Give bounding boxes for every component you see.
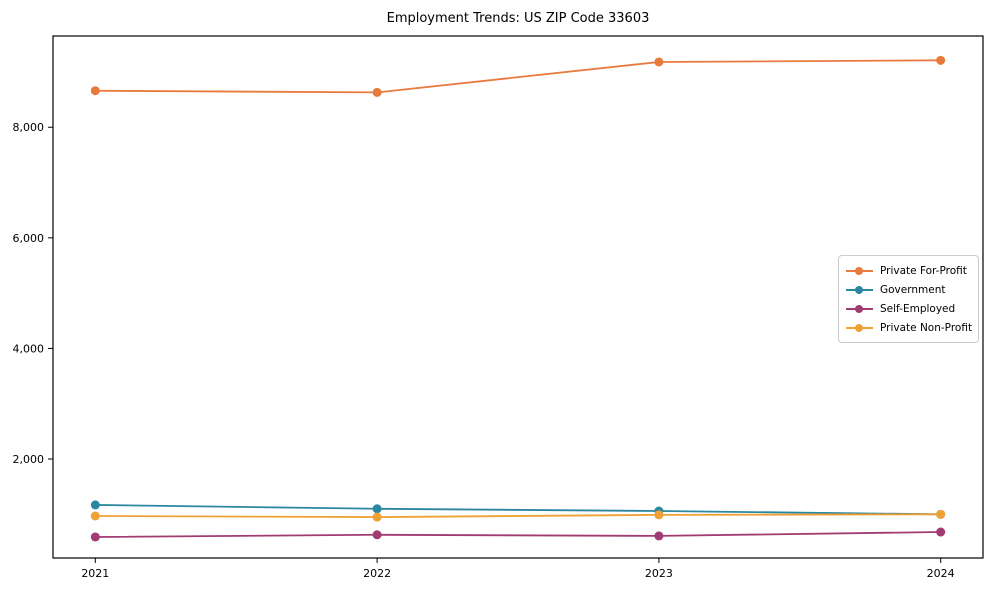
data-point-marker (372, 87, 382, 97)
x-tick-label: 2021 (81, 567, 109, 580)
legend-label: Private Non-Profit (880, 321, 973, 334)
data-point-marker (372, 512, 382, 522)
y-tick-label: 6,000 (13, 232, 45, 245)
data-point-marker (936, 55, 946, 65)
series-line (95, 504, 941, 516)
data-point-marker (90, 500, 100, 510)
legend-marker-icon (846, 323, 873, 333)
data-point-marker (654, 510, 664, 520)
data-point-marker (90, 511, 100, 521)
y-tick-label: 4,000 (13, 342, 45, 355)
data-point-marker (654, 57, 664, 67)
legend: Private For-Profit Government Self-Employe… (838, 255, 979, 343)
y-tick-label: 8,000 (13, 121, 45, 134)
x-tick-label: 2023 (645, 567, 673, 580)
y-tick-label: 2,000 (13, 453, 45, 466)
series-line (95, 59, 941, 94)
x-tick-label: 2022 (363, 567, 391, 580)
series-line (95, 513, 941, 518)
data-point-marker (372, 504, 382, 514)
chart-title: Employment Trends: US ZIP Code 33603 (386, 11, 650, 26)
legend-item: Private Non-Profit (846, 318, 973, 337)
data-point-marker (936, 509, 946, 519)
series-line (95, 531, 941, 538)
x-tick-label: 2024 (927, 567, 955, 580)
legend-item: Government (846, 280, 970, 299)
legend-label: Government (880, 283, 946, 296)
axes-box (52, 35, 984, 559)
data-point-marker (90, 532, 100, 542)
legend-item: Self-Employed (846, 299, 970, 318)
legend-label: Private For-Profit (880, 264, 967, 277)
legend-label: Self-Employed (880, 302, 956, 315)
legend-item: Private For-Profit (846, 261, 970, 280)
legend-marker-icon (846, 285, 873, 295)
data-point-marker (936, 527, 946, 537)
legend-marker-icon (846, 304, 873, 314)
data-point-marker (654, 531, 664, 541)
legend-marker-icon (846, 266, 873, 276)
data-point-marker (90, 86, 100, 96)
data-point-marker (372, 530, 382, 540)
